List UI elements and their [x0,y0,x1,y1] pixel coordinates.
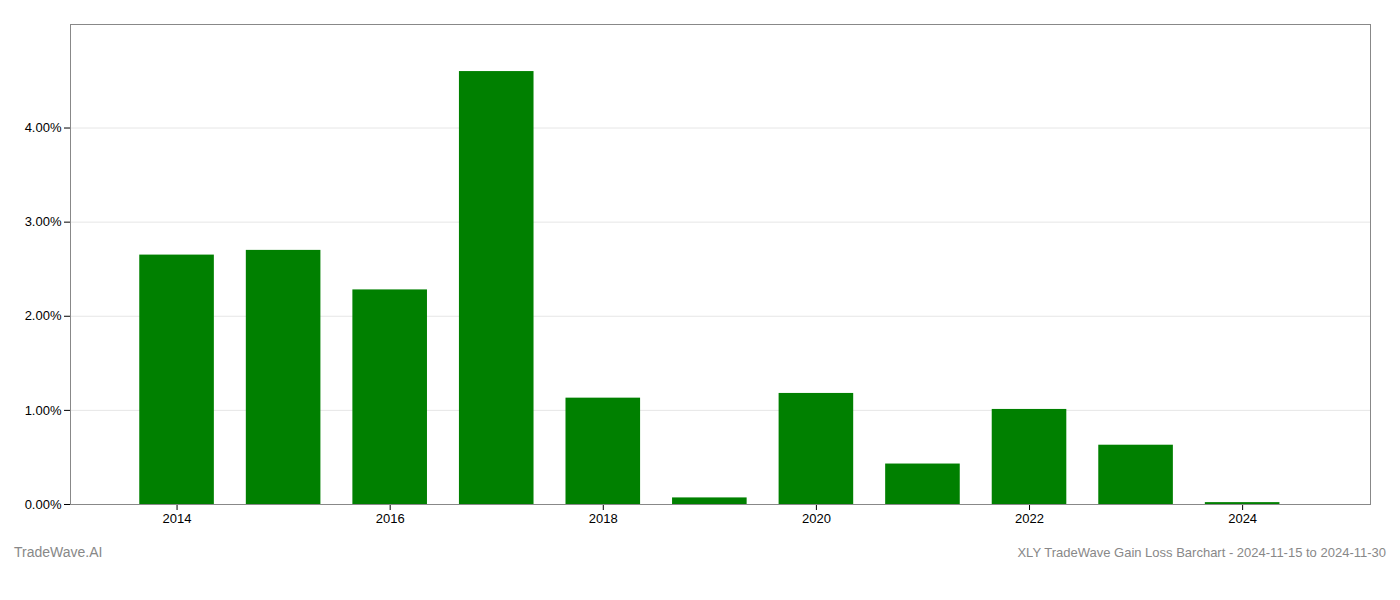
html-text:XLY TradeWave Gain Loss Barcha: XLY TradeWave Gain Loss Barchart - 2024-… [1017,545,1386,560]
svg-text:3.00%: 3.00% [25,214,62,229]
svg-text:2022: 2022 [1015,511,1044,526]
svg-text:0.00%: 0.00% [25,497,62,512]
svg-text:2020: 2020 [802,511,831,526]
svg-text:2016: 2016 [376,511,405,526]
svg-text:2024: 2024 [1228,511,1257,526]
svg-text:1.00%: 1.00% [25,403,62,418]
svg-text:2014: 2014 [163,511,192,526]
svg-text:2.00%: 2.00% [25,308,62,323]
svg-text:2018: 2018 [589,511,618,526]
svg-text:4.00%: 4.00% [25,120,62,135]
html-text:TradeWave.AI: TradeWave.AI [14,544,103,560]
